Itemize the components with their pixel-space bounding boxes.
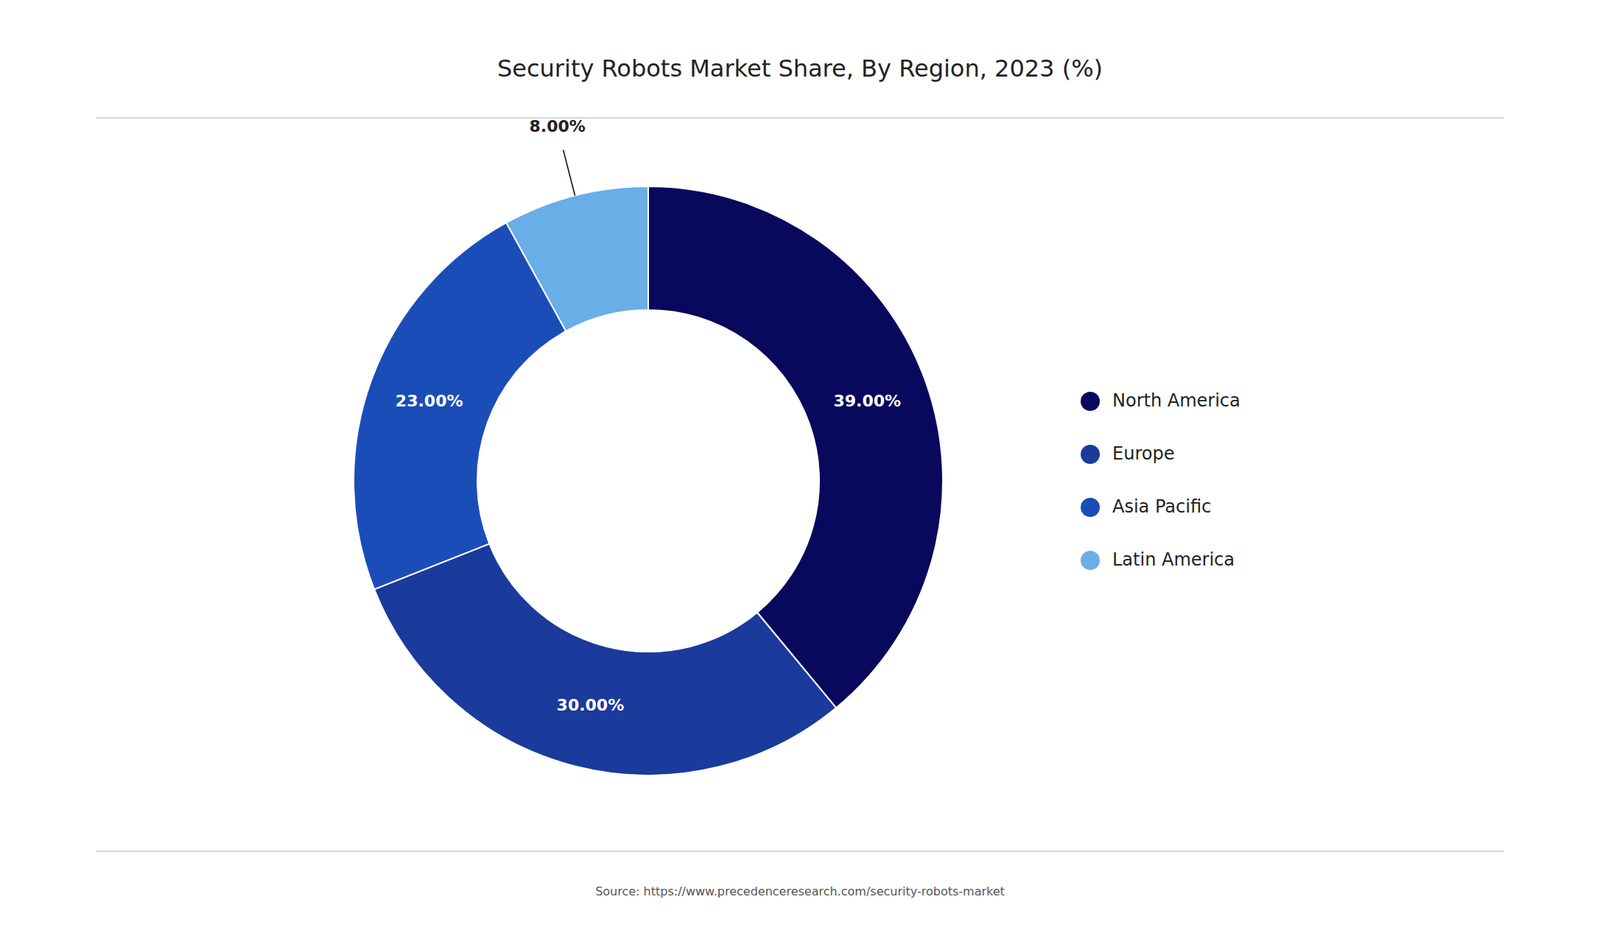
legend-label: Europe <box>1112 443 1175 465</box>
legend-label: North America <box>1112 390 1241 412</box>
slices <box>353 186 943 776</box>
legend-swatch <box>1080 391 1100 412</box>
source-note: Source: https://www.precedenceresearch.c… <box>595 884 1005 899</box>
legend-label: Latin America <box>1112 549 1235 571</box>
title: Security Robots Market Share, By Region,… <box>497 54 1103 83</box>
donut-slice <box>506 186 649 332</box>
label-leader <box>563 150 576 196</box>
data-labels: 39.00% 30.00% 23.00% 8.00% <box>395 117 901 715</box>
data-label: 8.00% <box>528 117 585 136</box>
legend-swatch <box>1080 497 1100 518</box>
data-label: 23.00% <box>395 391 464 411</box>
data-label: 39.00% <box>833 391 901 411</box>
chart-svg: Security Robots Market Share, By Region,… <box>0 0 1600 947</box>
top-rule <box>95 117 1504 119</box>
donut-slice <box>353 222 566 590</box>
legend-swatch <box>1080 551 1100 571</box>
bottom-rule <box>95 850 1504 853</box>
data-label: 30.00% <box>556 696 625 715</box>
legend: North America Europe Asia Pacific Latin Ame… <box>1080 390 1241 571</box>
chart-container: Security Robots Market Share, By Region,… <box>0 0 1600 947</box>
donut-slice <box>374 543 837 776</box>
donut-slice <box>648 186 943 708</box>
legend-swatch <box>1080 444 1100 465</box>
legend-label: Asia Pacific <box>1112 496 1212 518</box>
